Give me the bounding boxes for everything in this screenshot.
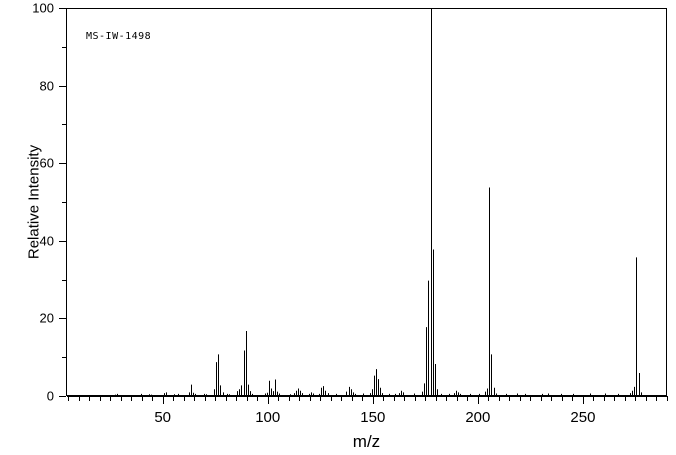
x-tick-minor [404,396,405,401]
y-tick-minor [62,357,66,359]
x-tick-major [478,396,479,404]
x-tick-minor [184,396,185,401]
x-tick-label: 100 [255,409,281,426]
x-tick-minor [457,396,458,401]
x-tick-minor [446,396,447,401]
y-tick-label: 0 [46,388,54,404]
y-tick-minor [62,124,66,126]
x-tick-minor [425,396,426,401]
y-tick-major [59,85,66,87]
x-tick-minor [604,396,605,401]
x-tick-minor [152,396,153,401]
y-tick-minor [62,202,66,203]
y-tick-minor [62,279,66,281]
y-tick-major [59,8,66,9]
x-tick-major [268,396,269,404]
y-tick-major [59,163,66,165]
sample-id-label: MS-IW-1498 [86,31,152,42]
x-tick-minor [257,396,258,401]
x-tick-minor [341,396,342,401]
x-tick-minor [656,396,657,401]
x-tick-minor [173,396,174,401]
x-tick-minor [121,396,122,401]
x-tick-minor [572,396,573,401]
x-tick-minor [562,396,563,401]
x-tick-minor [110,396,111,401]
x-tick-minor [394,396,395,401]
x-tick-minor [236,396,237,401]
x-tick-minor [488,396,489,401]
x-tick-minor [415,396,416,401]
x-tick-major [583,396,584,404]
x-tick-minor [68,396,69,401]
x-tick-minor [530,396,531,401]
x-tick-minor [467,396,468,401]
x-tick-minor [320,396,321,401]
y-axis-title: Relative Intensity [25,144,43,260]
x-tick-minor [436,396,437,401]
x-tick-minor [215,396,216,401]
x-tick-minor [499,396,500,401]
y-tick-minor [62,46,66,48]
x-axis-title: m/z [352,432,381,451]
x-tick-minor [194,396,195,401]
x-tick-minor [289,396,290,401]
x-tick-minor [310,396,311,401]
x-tick-minor [278,396,279,401]
x-tick-label: 150 [360,409,386,426]
x-tick-minor [100,396,101,401]
y-tick-label: 60 [39,155,54,171]
x-axis: 50 100 150 200 250 m/z [66,396,668,455]
x-tick-minor [205,396,206,401]
y-tick-major [59,396,66,397]
x-tick-minor [89,396,90,401]
x-tick-minor [142,396,143,401]
x-tick-minor [614,396,615,401]
x-tick-minor [509,396,510,401]
x-tick-label: 50 [154,409,171,426]
x-tick-major [163,396,164,404]
y-tick-major [59,318,66,320]
y-tick-label: 20 [39,310,54,326]
x-tick-minor [646,396,647,401]
x-tick-label: 200 [465,409,491,426]
x-tick-minor [520,396,521,401]
x-tick-minor [635,396,636,401]
x-tick-minor [625,396,626,401]
x-tick-minor [352,396,353,401]
y-tick-label: 80 [39,78,54,94]
x-tick-minor [79,396,80,401]
spectrum-peaks [67,9,668,397]
x-tick-minor [362,396,363,401]
x-tick-minor [331,396,332,401]
x-tick-minor [667,396,668,401]
plot-frame: MS-IW-1498 [66,8,668,397]
x-tick-minor [551,396,552,401]
x-tick-minor [247,396,248,401]
y-tick-label: 40 [39,233,54,249]
x-tick-major [373,396,374,404]
x-tick-minor [131,396,132,401]
x-tick-minor [226,396,227,401]
x-tick-minor [383,396,384,401]
y-tick-major [59,240,66,242]
x-tick-minor [593,396,594,401]
y-tick-label: 100 [32,0,54,16]
x-tick-minor [541,396,542,401]
x-tick-label: 250 [570,409,596,426]
y-axis: Relative Intensity 0 20 40 60 80 100 [0,0,66,404]
x-tick-minor [299,396,300,401]
